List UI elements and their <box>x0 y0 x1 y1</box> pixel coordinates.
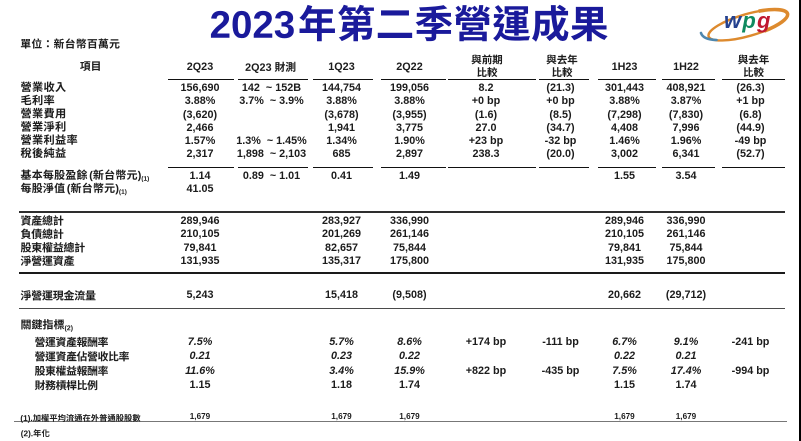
svg-text:wpg: wpg <box>724 8 772 33</box>
